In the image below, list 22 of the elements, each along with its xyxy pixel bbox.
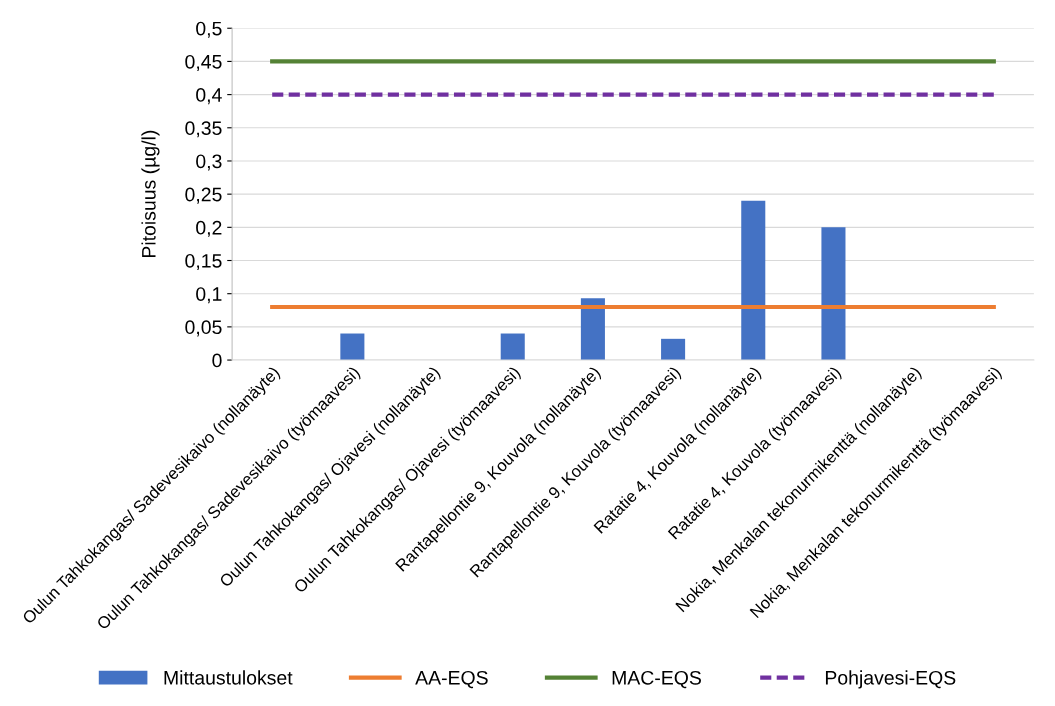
y-tick-label: 0,25 xyxy=(185,187,222,204)
y-tick-label: 0,45 xyxy=(185,54,222,71)
legend-label: Pohjavesi-EQS xyxy=(825,670,956,689)
bar xyxy=(741,200,766,361)
y-axis-title: Pitoisuus (µg/l) xyxy=(141,130,160,258)
bar xyxy=(661,338,686,361)
y-tick-label: 0 xyxy=(212,353,222,368)
bar xyxy=(821,227,846,361)
y-tick-label: 0,15 xyxy=(185,253,222,271)
y-tick-label: 0,2 xyxy=(196,220,222,237)
bar xyxy=(340,333,365,361)
y-tick-label: 0,5 xyxy=(196,21,222,38)
legend-label: Mittaustulokset xyxy=(164,670,293,685)
y-tick-label: 0,1 xyxy=(196,287,222,304)
y-tick-label: 0,3 xyxy=(196,154,222,171)
y-tick-label: 0,05 xyxy=(185,320,222,337)
legend-label: AA-EQS xyxy=(415,670,488,689)
y-tick-label: 0,4 xyxy=(196,88,222,105)
legend-label: MAC-EQS xyxy=(612,670,701,689)
bar xyxy=(580,298,605,361)
bar xyxy=(500,333,525,361)
y-tick-label: 0,35 xyxy=(185,121,222,138)
